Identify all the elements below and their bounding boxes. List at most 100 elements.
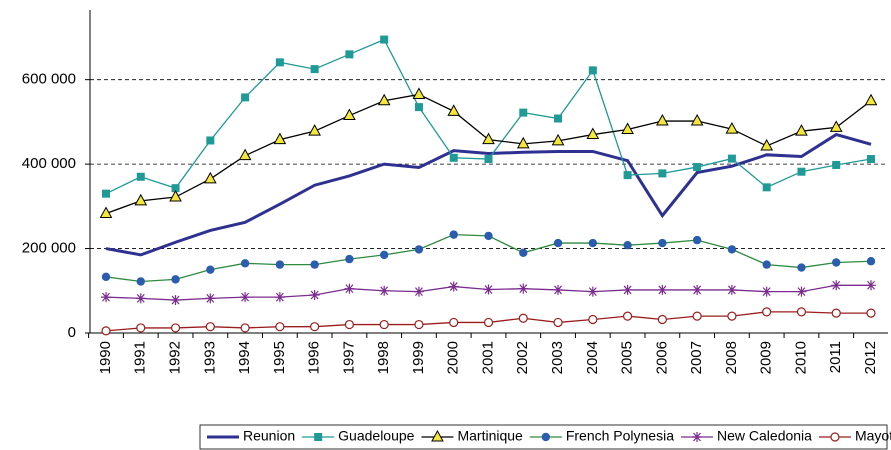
data-point bbox=[658, 238, 667, 248]
x-tick-label: 2011 bbox=[827, 341, 844, 373]
data-point bbox=[379, 250, 389, 260]
data-point bbox=[587, 286, 598, 297]
data-point bbox=[831, 308, 841, 318]
data-point bbox=[136, 172, 145, 181]
x-tick-label: 1992 bbox=[167, 341, 184, 374]
data-point bbox=[310, 260, 319, 269]
data-point bbox=[832, 160, 841, 169]
data-point bbox=[344, 319, 355, 330]
data-point bbox=[414, 103, 423, 112]
data-point bbox=[588, 314, 598, 325]
x-tick-label: 2005 bbox=[619, 341, 636, 374]
data-point bbox=[482, 132, 495, 145]
data-point bbox=[448, 281, 459, 292]
x-tick-label: 1991 bbox=[132, 341, 149, 374]
data-point bbox=[518, 283, 529, 294]
data-point bbox=[483, 284, 494, 295]
x-tick-label: 2006 bbox=[653, 341, 670, 374]
data-point bbox=[308, 124, 321, 136]
data-point bbox=[623, 171, 632, 180]
data-point bbox=[171, 275, 180, 284]
data-point bbox=[657, 284, 668, 295]
data-point bbox=[275, 260, 285, 269]
data-point bbox=[449, 230, 458, 239]
data-point bbox=[516, 136, 530, 149]
data-point bbox=[449, 317, 459, 328]
data-point bbox=[101, 292, 111, 303]
data-point bbox=[136, 323, 146, 333]
data-point bbox=[275, 58, 284, 67]
y-tick-label: 600 000 bbox=[22, 71, 76, 88]
data-point bbox=[588, 238, 598, 248]
data-point bbox=[796, 286, 807, 297]
data-point bbox=[379, 319, 389, 330]
legend-label: New Caledonia bbox=[717, 428, 812, 444]
data-point bbox=[240, 292, 251, 303]
data-point bbox=[727, 311, 737, 321]
data-point bbox=[829, 120, 843, 132]
x-tick-label: 1994 bbox=[236, 341, 253, 374]
x-tick-label: 2001 bbox=[479, 341, 496, 374]
data-point bbox=[310, 322, 320, 332]
data-point bbox=[309, 290, 320, 300]
x-tick-label: 2003 bbox=[549, 341, 566, 374]
data-point bbox=[377, 93, 391, 106]
data-point bbox=[554, 114, 563, 123]
data-point bbox=[414, 319, 424, 330]
data-point bbox=[656, 114, 669, 126]
data-point bbox=[101, 326, 111, 336]
y-tick-label: 0 bbox=[68, 324, 76, 341]
data-point bbox=[693, 163, 702, 172]
data-point bbox=[519, 108, 528, 117]
data-point bbox=[412, 87, 426, 99]
data-point bbox=[692, 235, 702, 245]
data-point bbox=[795, 124, 808, 136]
data-point bbox=[135, 293, 146, 304]
data-point bbox=[588, 66, 597, 75]
data-point bbox=[658, 169, 667, 178]
data-point bbox=[134, 193, 148, 206]
data-point bbox=[345, 50, 354, 59]
series-line bbox=[105, 132, 872, 257]
data-point bbox=[553, 317, 563, 328]
data-point bbox=[623, 240, 632, 250]
data-point bbox=[206, 136, 215, 145]
data-point bbox=[447, 104, 461, 116]
data-point bbox=[101, 272, 111, 282]
data-point bbox=[170, 295, 181, 306]
x-tick-label: 1993 bbox=[201, 341, 218, 374]
y-tick-label: 400 000 bbox=[22, 155, 76, 172]
data-point bbox=[797, 263, 806, 272]
data-point bbox=[727, 154, 736, 163]
data-point bbox=[449, 153, 458, 162]
data-point bbox=[241, 93, 250, 102]
data-point bbox=[171, 184, 180, 193]
data-point bbox=[831, 280, 842, 291]
x-tick-label: 1990 bbox=[97, 341, 114, 374]
legend-marker bbox=[314, 433, 323, 441]
data-point bbox=[310, 65, 319, 74]
data-point bbox=[551, 133, 565, 146]
data-point bbox=[240, 259, 250, 268]
x-tick-label: 1999 bbox=[410, 341, 427, 374]
data-point bbox=[136, 277, 145, 286]
data-point bbox=[345, 254, 354, 264]
legend-label: French Polynesia bbox=[566, 428, 674, 444]
x-tick-label: 2010 bbox=[792, 341, 809, 374]
x-tick-label: 2008 bbox=[723, 341, 740, 374]
x-tick-label: 1996 bbox=[306, 341, 323, 374]
data-point bbox=[692, 311, 702, 321]
data-point bbox=[725, 122, 739, 134]
data-point bbox=[380, 35, 389, 44]
data-point bbox=[760, 138, 774, 151]
data-point bbox=[797, 167, 806, 176]
legend-marker bbox=[692, 432, 702, 442]
x-tick-label: 2000 bbox=[445, 341, 462, 374]
x-tick-label: 2009 bbox=[758, 341, 775, 374]
data-point bbox=[343, 108, 356, 121]
legend-marker bbox=[431, 429, 444, 442]
data-point bbox=[483, 317, 494, 328]
data-point bbox=[762, 183, 771, 192]
data-point bbox=[275, 322, 285, 332]
data-point bbox=[205, 293, 216, 304]
